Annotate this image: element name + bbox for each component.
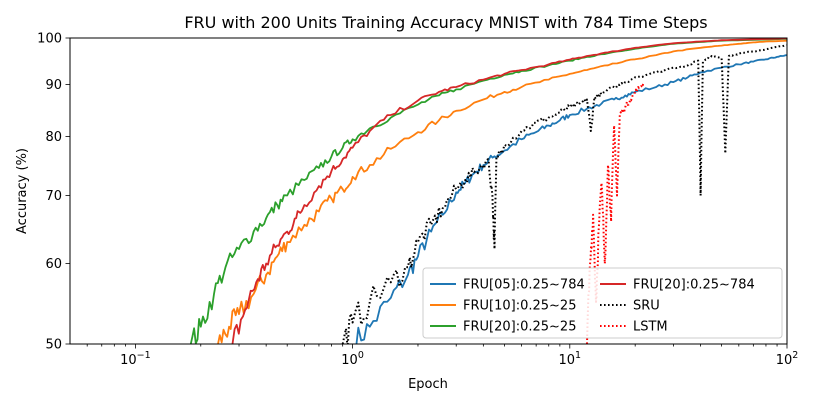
legend-label: FRU[20]:0.25~784 (633, 278, 755, 293)
legend: FRU[05]:0.25~784 FRU[10]:0.25~25 FRU[20]:0… (422, 267, 783, 339)
y-axis-label: Accuracy (%) (15, 148, 30, 234)
y-tick-label: 80 (45, 130, 62, 145)
y-tick-label: 50 (45, 338, 62, 353)
x-tick-label: 101 (558, 350, 581, 368)
series-line-sru (341, 44, 787, 344)
x-axis-label: Epoch (408, 377, 448, 392)
legend-label: LSTM (633, 320, 668, 335)
legend-box (422, 267, 783, 339)
x-tick-label: 102 (776, 350, 799, 368)
legend-label: FRU[05]:0.25~784 (463, 278, 585, 293)
y-tick-label: 70 (45, 189, 62, 204)
x-tick-label: 100 (341, 350, 364, 368)
chart-title: FRU with 200 Units Training Accuracy MNI… (184, 13, 707, 32)
plot-area-frame (69, 37, 788, 345)
legend-label: SRU (633, 299, 660, 314)
y-tick-label: 90 (45, 78, 62, 93)
legend-label: FRU[10]:0.25~25 (463, 299, 576, 314)
series-line-fru-10-0-25-25 (217, 39, 787, 344)
series-line-fru-05-0-25-784 (352, 54, 787, 344)
x-tick-label: 10−1 (120, 350, 151, 368)
legend-label: FRU[20]:0.25~25 (463, 320, 576, 335)
y-tick-label: 60 (45, 257, 62, 272)
series-line-fru-20-0-25-784 (231, 38, 787, 344)
y-tick-label: 100 (37, 32, 62, 47)
